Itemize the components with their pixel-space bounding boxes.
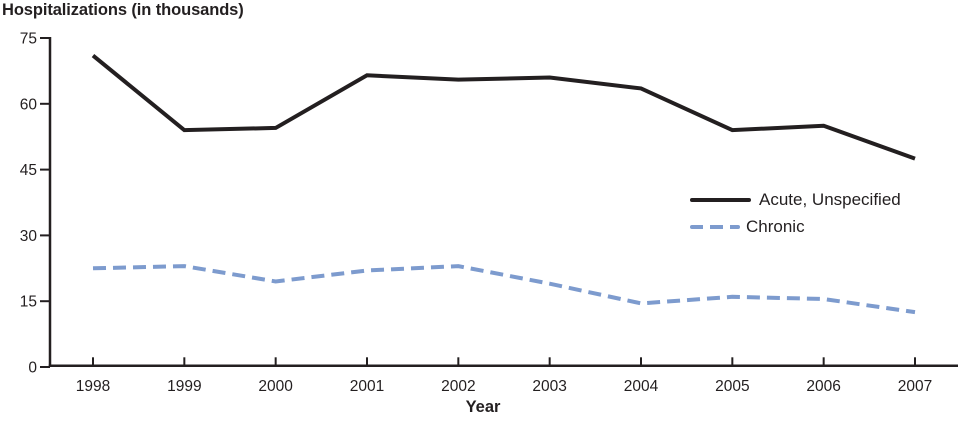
x-tick-label: 2004 — [624, 378, 659, 395]
x-tick-label: 2006 — [806, 378, 840, 395]
chart-title: Hospitalizations (in thousands) — [2, 1, 244, 19]
legend-item-chronic: Chronic — [690, 217, 901, 237]
series-line-chronic — [92, 264, 916, 315]
y-tick-label: 30 — [20, 228, 38, 245]
acute-solid-line-swatch — [690, 198, 751, 202]
series-line-acute — [91, 53, 916, 161]
y-tick-label: 75 — [20, 31, 37, 48]
legend: Acute, Unspecified Chronic — [690, 190, 901, 237]
y-tick-label: 15 — [20, 294, 37, 311]
x-tick-label: 1998 — [76, 378, 110, 395]
y-tick-label: 60 — [20, 96, 38, 113]
x-tick-label: 2000 — [258, 378, 293, 395]
legend-label-chronic: Chronic — [746, 217, 805, 236]
x-tick-label: 2001 — [350, 378, 384, 395]
x-tick-label: 2007 — [898, 378, 932, 395]
x-axis-label: Year — [465, 398, 501, 416]
x-tick-label: 1999 — [167, 378, 201, 395]
legend-item-acute: Acute, Unspecified — [690, 190, 901, 210]
x-tick-label: 2002 — [441, 378, 475, 395]
chronic-dashed-line-swatch — [690, 225, 740, 229]
y-tick-label: 0 — [28, 360, 37, 377]
x-tick-label: 2005 — [715, 378, 749, 395]
y-tick-label: 45 — [20, 162, 37, 179]
x-tick-label: 2003 — [532, 378, 566, 395]
legend-label-acute: Acute, Unspecified — [759, 190, 901, 209]
